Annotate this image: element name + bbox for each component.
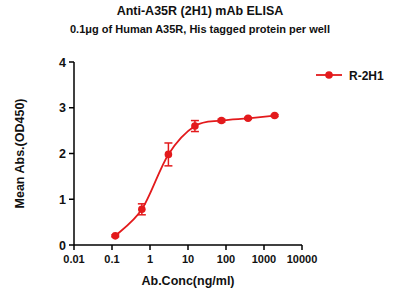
error-cap (164, 165, 172, 167)
y-tick (69, 61, 74, 63)
x-tick (111, 245, 113, 250)
legend-marker (325, 71, 333, 79)
y-tick (69, 153, 74, 155)
error-cap (191, 120, 199, 122)
y-tick-label: 3 (59, 101, 66, 115)
x-tick (301, 245, 303, 250)
y-tick-label: 1 (59, 193, 66, 207)
subtitle: 0.1μg of Human A35R, His tagged protein … (70, 23, 330, 35)
data-point (244, 114, 252, 122)
data-point (165, 151, 173, 159)
y-tick-label: 4 (59, 56, 66, 70)
x-tick-label: 10 (182, 253, 194, 265)
error-cap (138, 214, 146, 216)
data-point (191, 122, 199, 130)
error-bar (138, 204, 146, 215)
x-tick (187, 245, 189, 250)
x-tick (225, 245, 227, 250)
error-cap (164, 142, 172, 144)
legend-label: R-2H1 (349, 69, 384, 83)
data-point (111, 232, 119, 240)
x-tick (149, 245, 151, 250)
title: Anti-A35R (2H1) mAb ELISA (117, 4, 284, 18)
y-tick (69, 107, 74, 109)
x-tick-label: 1000 (252, 253, 276, 265)
plot-area (111, 112, 278, 240)
data-point (138, 206, 146, 214)
error-cap (138, 203, 146, 205)
y-axis-label: Mean Abs.(OD450) (13, 99, 27, 209)
x-tick-label: 0.01 (63, 253, 84, 265)
y-tick (69, 199, 74, 201)
y-tick-label: 2 (59, 147, 66, 161)
series-line (115, 116, 274, 236)
chart: Anti-A35R (2H1) mAb ELISA 0.1μg of Human … (0, 0, 400, 294)
error-bar (191, 121, 199, 132)
x-tick (263, 245, 265, 250)
legend-entry: R-2H1 (316, 69, 384, 83)
data-point (218, 117, 226, 125)
y-tick-label: 0 (59, 239, 66, 253)
x-tick-label: 10000 (287, 253, 318, 265)
error-cap (191, 131, 199, 133)
x-tick-label: 1 (147, 253, 153, 265)
data-point (271, 112, 279, 120)
x-tick (73, 245, 75, 250)
x-axis-label: Ab.Conc(ng/ml) (141, 274, 234, 288)
error-bar (164, 143, 172, 166)
x-tick-label: 100 (217, 253, 235, 265)
x-tick-label: 0.1 (104, 253, 119, 265)
